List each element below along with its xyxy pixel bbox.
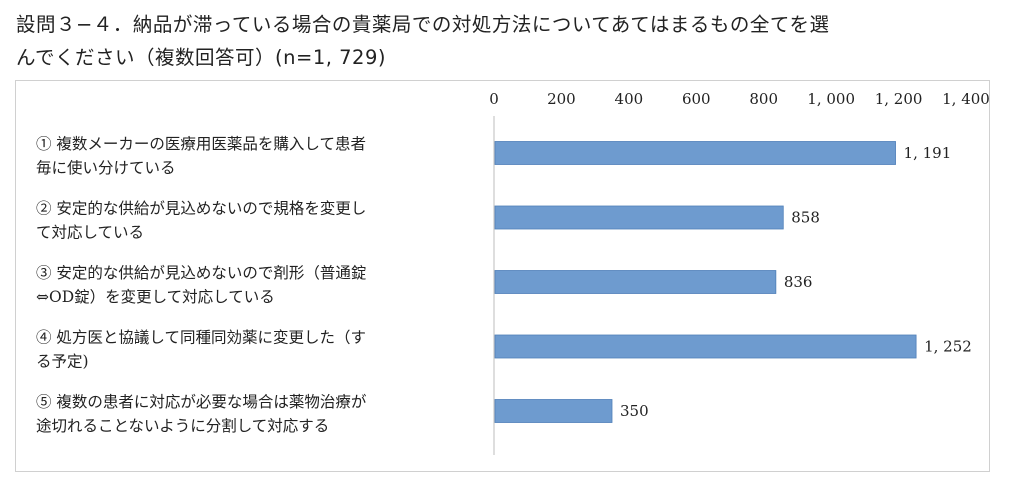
data-label: 858	[791, 209, 820, 227]
chart-title: 設問３−４．納品が滞っている場合の貴薬局での対処方法についてあてはまるもの全てを…	[16, 8, 1001, 74]
x-tick-label: 1, 200	[875, 90, 923, 108]
category-label: る予定)	[36, 353, 89, 371]
bar	[494, 334, 917, 359]
chart-title-line-1: 設問３−４．納品が滞っている場合の貴薬局での対処方法についてあてはまるもの全てを…	[16, 13, 830, 36]
category-label: 毎に使い分けている	[36, 159, 176, 177]
data-label: 1, 191	[904, 144, 952, 162]
category-label: ⑤ 複数の患者に対応が必要な場合は薬物治療が	[36, 393, 367, 411]
category-label: て対応している	[36, 224, 144, 242]
data-label: 1, 252	[924, 338, 972, 356]
x-tick-label: 200	[547, 90, 576, 108]
chart-title-line-2: んでください（複数回答可）(n=1, 729)	[16, 46, 386, 69]
bar	[494, 141, 896, 165]
category-label: ① 複数メーカーの医療用医薬品を購入して患者	[36, 135, 366, 153]
x-tick-label: 600	[682, 90, 711, 108]
category-label: 途切れることないように分割して対応する	[36, 417, 329, 435]
x-tick-label: 0	[489, 90, 499, 108]
chart-area	[15, 80, 990, 472]
data-label: 350	[620, 402, 649, 420]
bar	[494, 270, 777, 294]
category-label: ④ 処方医と協議して同種同効薬に変更した（す	[36, 329, 366, 347]
bar	[494, 205, 784, 230]
x-tick-label: 400	[615, 90, 644, 108]
category-label: ② 安定的な供給が見込めないので規格を変更し	[36, 200, 366, 218]
x-tick-label: 1, 000	[807, 90, 855, 108]
category-label: ③ 安定的な供給が見込めないので剤形（普通錠	[36, 264, 366, 282]
category-label: ⇔OD錠）を変更して対応している	[36, 288, 275, 306]
bar	[494, 399, 613, 423]
x-tick-label: 800	[749, 90, 778, 108]
data-label: 836	[784, 273, 813, 291]
x-tick-label: 1, 400	[942, 90, 990, 108]
